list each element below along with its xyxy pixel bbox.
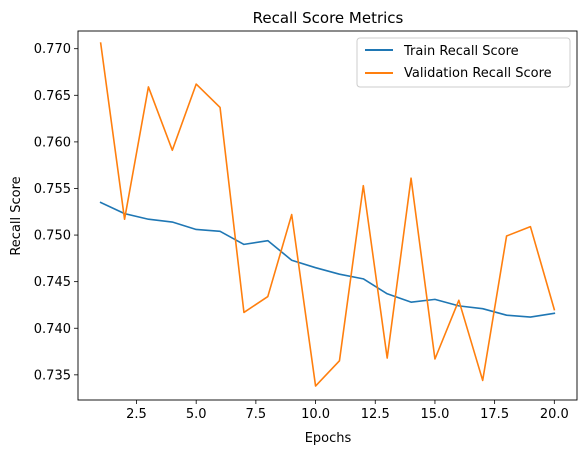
y-tick-label: 0.770 (34, 42, 71, 57)
y-tick-label: 0.750 (34, 229, 71, 244)
x-axis-label: Epochs (305, 431, 352, 446)
x-tick-label: 2.5 (126, 407, 147, 422)
legend: Train Recall Score Validation Recall Sco… (356, 37, 571, 88)
chart-title: Recall Score Metrics (253, 9, 404, 27)
x-tick-label: 5.0 (186, 407, 207, 422)
legend-box (356, 37, 571, 88)
legend-label-train: Train Recall Score (403, 44, 519, 59)
x-tick-label: 12.5 (361, 407, 390, 422)
x-tick-label: 7.5 (246, 407, 267, 422)
plot-frame (77, 30, 578, 401)
legend-label-validation: Validation Recall Score (404, 66, 552, 81)
y-tick-label: 0.755 (34, 182, 71, 197)
y-axis-label: Recall Score (9, 176, 24, 255)
x-tick-label: 20.0 (540, 407, 569, 422)
y-tick-label: 0.740 (34, 322, 71, 337)
x-tick-label: 10.0 (301, 407, 330, 422)
y-tick-label: 0.760 (34, 135, 71, 150)
plot-background (78, 31, 577, 400)
y-axis: 0.735 0.740 0.745 0.750 0.755 0.760 0.765 0.770 (34, 42, 78, 383)
y-tick-label: 0.745 (34, 275, 71, 290)
x-tick-label: 17.5 (480, 407, 509, 422)
validation-recall-line (99, 42, 556, 387)
y-tick-label: 0.765 (34, 89, 71, 104)
train-recall-line (99, 201, 556, 318)
y-tick-label: 0.735 (34, 368, 71, 383)
series-lines (99, 42, 556, 387)
x-tick-label: 15.0 (420, 407, 449, 422)
plot-area (78, 31, 577, 400)
x-axis: 2.5 5.0 7.5 10.0 12.5 15.0 17.5 20.0 (126, 400, 569, 422)
